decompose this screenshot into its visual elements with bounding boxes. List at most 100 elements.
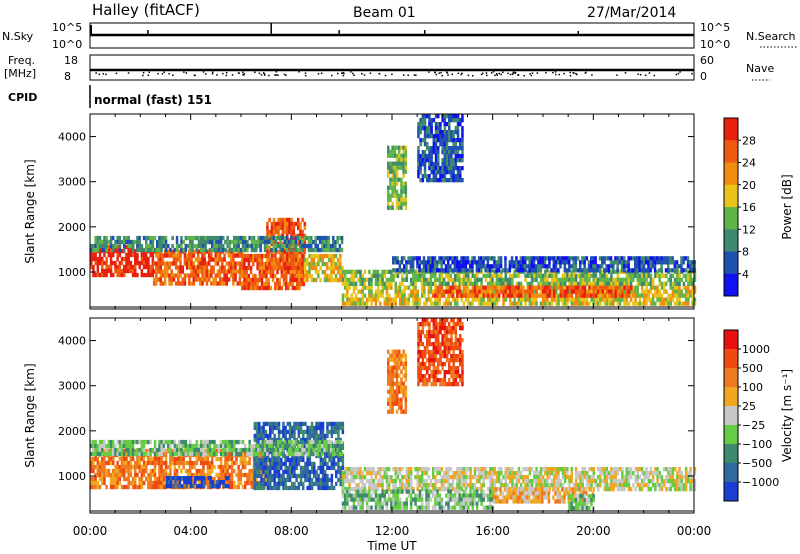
power-cell — [416, 264, 419, 269]
power-cell — [260, 253, 264, 259]
power-cell — [357, 289, 360, 294]
power-cell — [599, 285, 602, 290]
power-cell — [605, 268, 608, 273]
power-cell — [658, 273, 661, 278]
power-cell — [448, 158, 451, 163]
velocity-cell — [258, 465, 261, 471]
power-cell — [109, 260, 113, 266]
power-cell — [537, 268, 540, 273]
nave-dot — [536, 72, 539, 74]
power-cell — [298, 285, 301, 291]
nave-dot — [653, 74, 656, 77]
power-cell — [411, 260, 415, 265]
power-cell — [618, 260, 622, 265]
nave-dot — [168, 72, 170, 75]
power-cell — [417, 154, 420, 159]
power-cell — [383, 281, 386, 286]
power-cell — [437, 170, 440, 175]
power-cell — [585, 277, 589, 282]
power-cell — [400, 181, 403, 186]
power-cell — [434, 142, 438, 147]
velocity-cell — [253, 469, 257, 475]
power-cell — [203, 277, 206, 282]
velocity-cell — [185, 480, 188, 485]
power-cell — [152, 261, 156, 266]
power-cell — [151, 239, 155, 245]
power-cell — [528, 268, 531, 273]
power-cell — [574, 273, 578, 278]
nave-dot — [304, 74, 307, 77]
velocity-cell — [330, 477, 334, 483]
power-cell — [539, 281, 543, 286]
power-cell — [526, 269, 529, 274]
velocity-cell — [131, 480, 135, 486]
velocity-cell — [273, 481, 276, 487]
power-cell — [456, 289, 459, 294]
power-cell — [396, 268, 399, 273]
velocity-cell — [335, 481, 338, 487]
velocity-cell — [253, 457, 257, 463]
power-cell — [612, 281, 615, 286]
power-cell — [464, 256, 468, 261]
power-cell — [428, 126, 431, 131]
power-cell — [594, 281, 598, 286]
power-cell — [554, 256, 558, 261]
power-cell — [368, 297, 371, 302]
power-cell — [223, 281, 226, 286]
velocity-cell — [313, 425, 316, 431]
power-cell — [484, 264, 487, 269]
power-cell — [235, 243, 238, 249]
power-cell — [314, 235, 317, 241]
beam-title: Beam 01 — [353, 5, 416, 21]
power-cell — [275, 229, 278, 235]
power-cell — [647, 260, 650, 265]
power-cell — [323, 247, 326, 253]
power-cell — [346, 289, 349, 294]
power-cell — [432, 166, 436, 171]
power-cell — [515, 285, 518, 290]
power-cell — [299, 235, 302, 241]
power-cell — [539, 277, 543, 282]
power-cell — [90, 260, 93, 266]
power-cell — [441, 174, 444, 179]
power-cell — [432, 118, 436, 123]
power-cell — [185, 273, 189, 278]
power-cell — [214, 257, 217, 262]
power-cell — [238, 261, 242, 266]
power-cell — [616, 260, 619, 265]
power-cell — [280, 269, 284, 275]
power-cell — [206, 235, 210, 241]
velocity-cell — [321, 469, 325, 475]
power-cell — [341, 281, 345, 286]
power-cell — [687, 281, 690, 286]
power-cell — [684, 256, 688, 261]
freq-tick-8: 8 — [64, 70, 71, 83]
velocity-cell — [153, 476, 157, 482]
power-cell — [541, 264, 545, 269]
power-cell — [623, 268, 626, 273]
power-cell — [352, 269, 356, 274]
power-cell — [454, 174, 458, 179]
power-cell — [597, 285, 600, 290]
velocity-cell — [103, 456, 106, 462]
velocity-cell — [90, 439, 93, 445]
power-cell — [263, 239, 267, 245]
velocity-cell — [206, 460, 210, 466]
velocity-cell — [253, 425, 257, 431]
power-cell — [297, 217, 300, 223]
power-cell — [643, 289, 646, 294]
power-cell — [170, 277, 173, 282]
power-cell — [423, 170, 427, 175]
velocity-cell — [162, 460, 166, 466]
velocity-cell — [335, 469, 338, 475]
power-cell — [224, 239, 227, 245]
power-cell — [442, 301, 446, 306]
power-cell — [552, 260, 556, 265]
velocity-cell — [253, 481, 257, 487]
power-cell — [149, 243, 152, 249]
power-cell — [142, 252, 146, 258]
power-cell — [398, 289, 402, 294]
power-cell — [636, 256, 639, 261]
power-cell — [482, 285, 485, 290]
power-cell — [318, 247, 322, 253]
